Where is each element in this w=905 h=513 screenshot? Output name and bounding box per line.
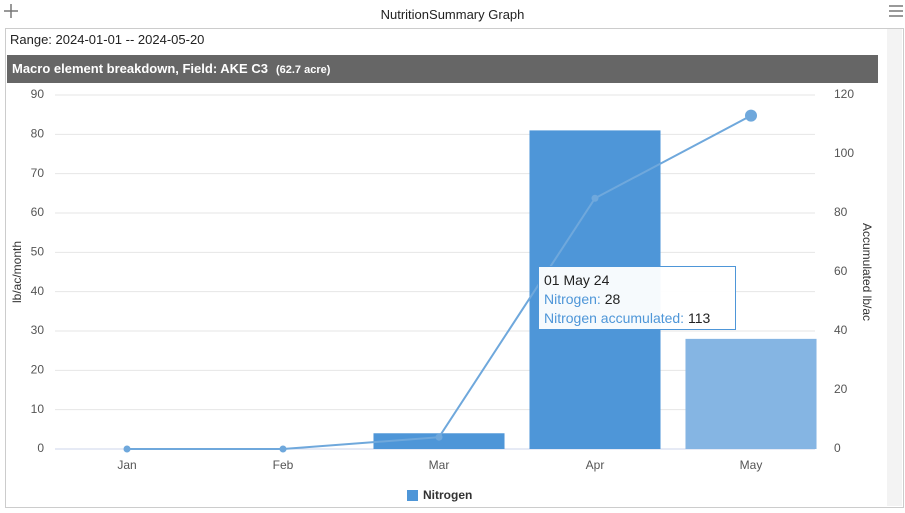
tooltip-value: 28 bbox=[604, 291, 621, 307]
window-title: NutritionSummary Graph bbox=[380, 7, 525, 22]
y2-axis-label: Accumulated lb/ac bbox=[860, 223, 874, 321]
tooltip: 01 May 24 Nitrogen: 28 Nitrogen accumula… bbox=[538, 266, 736, 330]
y2-tick-label: 40 bbox=[834, 323, 848, 337]
legend-swatch bbox=[407, 490, 418, 501]
y-tick-label: 80 bbox=[31, 127, 45, 141]
y2-tick-label: 0 bbox=[834, 441, 841, 455]
tooltip-date: 01 May 24 bbox=[544, 272, 610, 288]
point bbox=[435, 433, 443, 441]
point bbox=[745, 109, 757, 122]
tooltip-label: Nitrogen accumulated: bbox=[544, 310, 685, 326]
bar bbox=[685, 338, 817, 449]
move-icon[interactable] bbox=[4, 4, 18, 18]
y2-tick-label: 60 bbox=[834, 264, 848, 278]
chart-header: Macro element breakdown, Field: AKE C3 (6… bbox=[7, 55, 878, 83]
y-tick-label: 40 bbox=[31, 284, 45, 298]
y2-tick-label: 100 bbox=[834, 146, 854, 160]
panel bbox=[5, 28, 904, 508]
y2-tick-label: 80 bbox=[834, 205, 848, 219]
bar bbox=[373, 433, 505, 449]
legend-label: Nitrogen bbox=[423, 488, 472, 502]
point bbox=[591, 194, 599, 202]
x-tick-label: Feb bbox=[273, 458, 294, 472]
tooltip-label: Nitrogen: bbox=[544, 291, 601, 307]
y2-tick-label: 120 bbox=[834, 87, 854, 101]
x-tick-label: May bbox=[740, 458, 763, 472]
y-tick-label: 20 bbox=[31, 363, 45, 377]
y-tick-label: 60 bbox=[31, 205, 45, 219]
y-tick-label: 50 bbox=[31, 245, 45, 259]
y-tick-label: 30 bbox=[31, 323, 45, 337]
y-tick-label: 10 bbox=[31, 402, 45, 416]
settings-icon[interactable] bbox=[889, 5, 903, 17]
y-axis-label: lb/ac/month bbox=[10, 241, 24, 303]
point bbox=[123, 445, 131, 453]
tooltip-value: 113 bbox=[687, 310, 711, 326]
y-tick-label: 0 bbox=[37, 441, 44, 455]
window-icons bbox=[4, 4, 903, 18]
scrollbar[interactable] bbox=[887, 29, 902, 506]
y2-tick-label: 20 bbox=[834, 382, 848, 396]
x-tick-label: Jan bbox=[117, 458, 136, 472]
y-tick-label: 70 bbox=[31, 166, 45, 180]
header-area: (62.7 acre) bbox=[275, 64, 331, 76]
x-tick-label: Apr bbox=[586, 458, 605, 472]
point bbox=[279, 445, 287, 453]
range: Range: 2024-01-01 -- 2024-05-20 bbox=[10, 32, 205, 47]
x-tick-label: Mar bbox=[429, 458, 450, 472]
y-tick-label: 90 bbox=[31, 87, 45, 101]
header-title: Macro element breakdown, Field: AKE C3 bbox=[12, 61, 268, 76]
